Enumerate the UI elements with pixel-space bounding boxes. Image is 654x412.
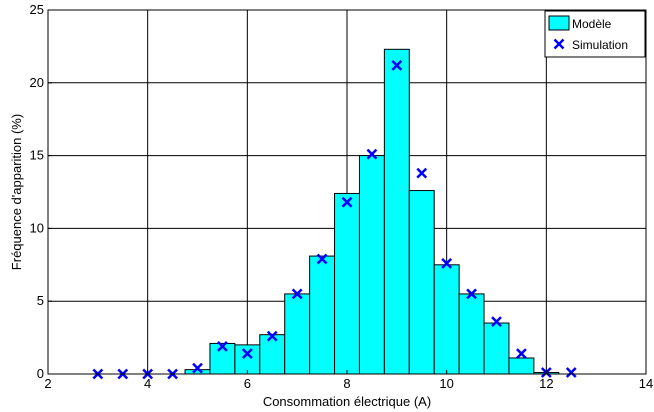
- x-tick-label: 2: [44, 376, 51, 391]
- bar: [334, 192, 360, 375]
- simulation-point: [241, 348, 253, 359]
- x-tick-label: 8: [343, 376, 350, 391]
- legend-label-simulation: Simulation: [572, 38, 628, 52]
- bar: [508, 357, 535, 375]
- simulation-point: [192, 362, 203, 374]
- bar: [358, 155, 385, 375]
- simulation-point: [266, 330, 278, 342]
- axis-ticks: 2 4 6 8 10 12 14 0 5 10 15 20 25: [30, 2, 654, 391]
- simulation-point: [341, 196, 353, 208]
- y-tick-label: 25: [30, 2, 44, 17]
- y-tick-label: 10: [30, 220, 44, 235]
- simulation-point: [516, 348, 527, 359]
- x-axis-label: Consommation électrique (A): [263, 394, 431, 409]
- legend-swatch-model: [548, 15, 570, 31]
- bar: [433, 264, 460, 375]
- legend-marker-simulation: [553, 38, 565, 50]
- simulation-point: [217, 340, 228, 352]
- legend-x-marker: [553, 38, 565, 50]
- y-tick-label: 0: [37, 366, 44, 381]
- legend-label-model: Modèle: [572, 17, 612, 31]
- bar: [234, 344, 261, 375]
- legend: Modèle Simulation: [544, 10, 646, 58]
- simulation-point: [441, 257, 453, 269]
- simulation-point: [391, 59, 403, 71]
- bar: [483, 322, 510, 375]
- y-tick-label: 15: [30, 148, 44, 163]
- x-tick-label: 10: [439, 376, 453, 391]
- simulation-point: [291, 288, 303, 300]
- bar: [259, 334, 286, 375]
- y-tick-label: 5: [37, 293, 44, 308]
- bar: [284, 293, 311, 375]
- model-bars: [184, 48, 560, 375]
- simulation-point: [565, 367, 577, 378]
- bar: [383, 48, 410, 375]
- simulation-point: [316, 253, 328, 265]
- x-tick-label: 4: [144, 376, 151, 391]
- simulation-point: [491, 316, 502, 327]
- bar: [458, 293, 485, 375]
- x-tick-label: 14: [639, 376, 653, 391]
- bar: [309, 255, 336, 375]
- bar: [408, 190, 435, 375]
- x-tick-label: 12: [539, 376, 553, 391]
- simulation-point: [466, 288, 477, 300]
- simulation-point: [366, 148, 378, 160]
- y-axis-label: Fréquence d'apparition (%): [9, 114, 24, 270]
- bar: [184, 369, 211, 375]
- x-tick-label: 6: [244, 376, 251, 391]
- y-tick-label: 20: [30, 75, 44, 90]
- simulation-point: [416, 167, 428, 179]
